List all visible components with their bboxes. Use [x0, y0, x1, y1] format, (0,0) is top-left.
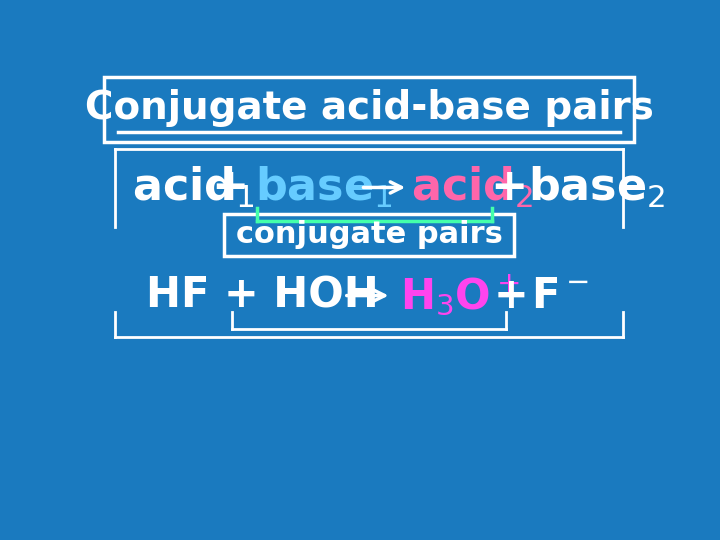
Text: base$_1$: base$_1$ [255, 165, 392, 210]
Text: H$_3$O$^+$: H$_3$O$^+$ [400, 273, 519, 318]
Text: Conjugate acid-base pairs: Conjugate acid-base pairs [84, 90, 654, 127]
Text: conjugate pairs: conjugate pairs [235, 220, 503, 249]
Text: acid$_2$: acid$_2$ [411, 165, 534, 210]
Text: base$_2$: base$_2$ [528, 165, 665, 210]
Text: +: + [490, 166, 527, 209]
Text: F$^-$: F$^-$ [531, 274, 589, 316]
FancyBboxPatch shape [224, 214, 514, 256]
Text: +: + [494, 274, 528, 316]
Text: HF + HOH: HF + HOH [145, 274, 379, 316]
Text: acid$_1$: acid$_1$ [132, 165, 255, 210]
Text: +: + [211, 166, 248, 209]
FancyBboxPatch shape [104, 77, 634, 141]
